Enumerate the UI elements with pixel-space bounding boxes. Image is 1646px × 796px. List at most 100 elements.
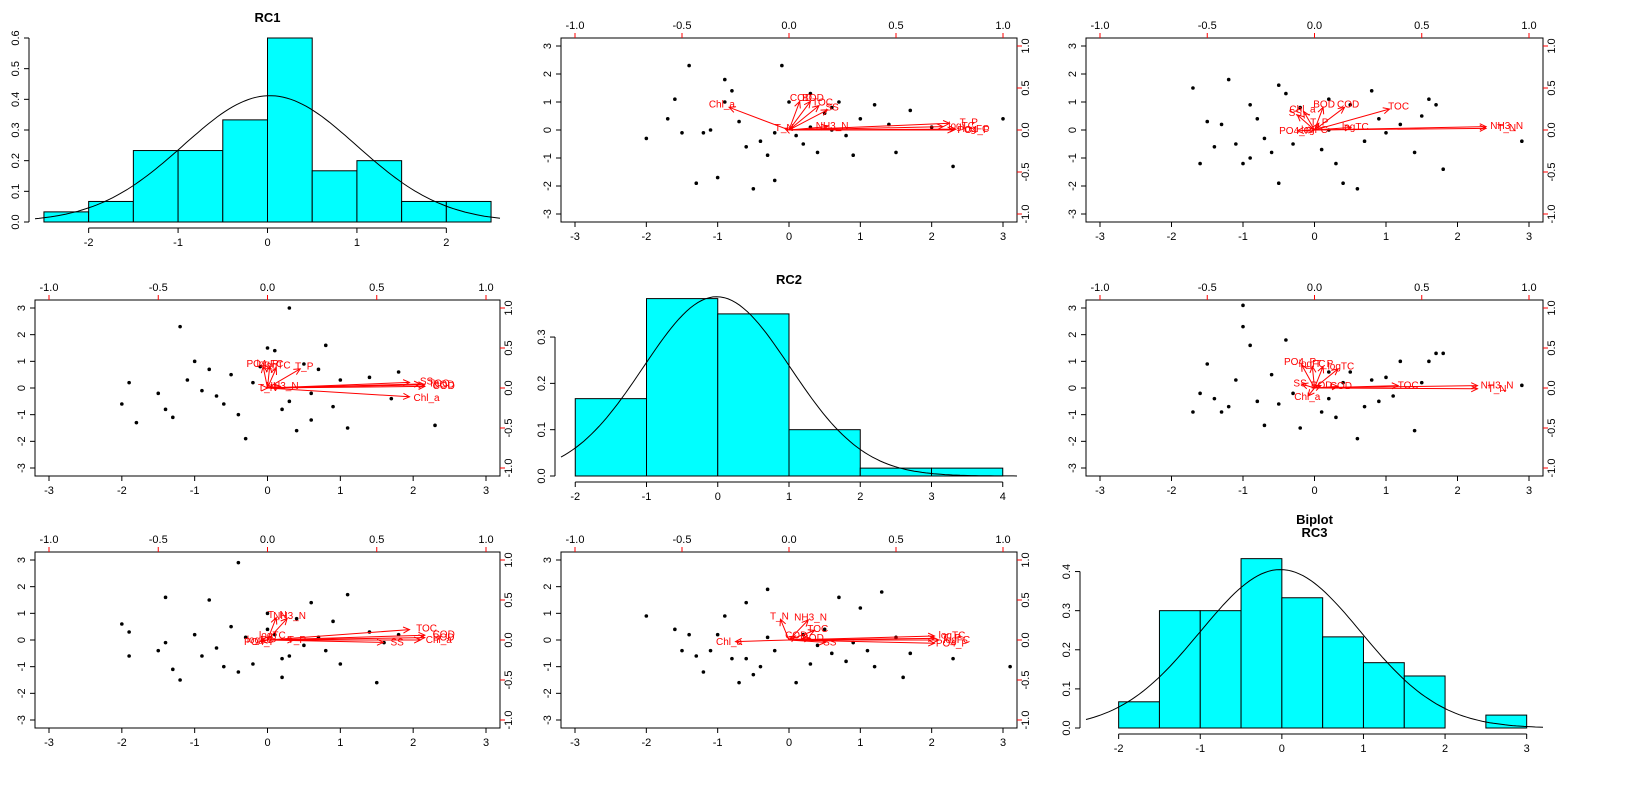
score-point: [214, 394, 219, 398]
y-tick-label: 0.1: [10, 184, 22, 199]
top-tick-label: 1.0: [995, 534, 1010, 546]
score-point: [1441, 351, 1445, 356]
loading-arrow: [1297, 114, 1315, 131]
arrowhead: [779, 618, 786, 627]
score-point: [171, 415, 175, 420]
loading-label: Chl_a: [1289, 104, 1316, 115]
right-tick-label: -0.5: [1020, 671, 1032, 690]
score-point: [1191, 410, 1195, 414]
score-point: [1355, 436, 1360, 441]
score-point: [1441, 167, 1445, 171]
right-tick-label: -1.0: [503, 459, 515, 478]
right-tick-label: -0.5: [1020, 163, 1032, 182]
arrowhead: [1331, 383, 1340, 391]
score-point: [1262, 423, 1267, 428]
score-point: [737, 119, 741, 124]
y-tick-label: 0.1: [536, 422, 548, 437]
top-tick-label: -1.0: [40, 534, 59, 546]
x-tick-label: -2: [641, 737, 651, 749]
score-point: [1398, 122, 1403, 127]
score-point: [737, 680, 741, 685]
top-tick-label: -1.0: [1091, 20, 1110, 32]
y-tick-label: -2: [542, 181, 554, 191]
loading-label: COD: [433, 381, 455, 392]
loading-label: SS: [823, 638, 837, 649]
histogram-bar: [717, 313, 790, 477]
score-point: [1341, 380, 1345, 385]
arrowhead: [1300, 382, 1309, 390]
score-point: [858, 606, 863, 610]
top-tick-label: 1.0: [1521, 20, 1536, 32]
score-point: [730, 89, 734, 93]
x-tick-label: -1: [1238, 231, 1248, 243]
top-tick-label: -1.0: [40, 282, 59, 294]
arrowhead: [1382, 107, 1391, 115]
score-point: [1298, 105, 1302, 110]
arrowhead: [1307, 389, 1315, 397]
loading-label: PO4_P: [244, 637, 277, 648]
x-tick-label: -2: [84, 237, 94, 249]
score-point: [1255, 399, 1260, 404]
score-point: [316, 367, 321, 372]
y-tick-label: 3: [16, 305, 28, 311]
score-point: [830, 651, 834, 656]
loading-arrow: [1301, 383, 1315, 389]
score-point: [1327, 370, 1331, 374]
y-tick-label: 0.2: [10, 153, 22, 168]
score-point: [1226, 404, 1231, 409]
score-point: [1284, 91, 1288, 96]
x-tick-label: -2: [570, 491, 580, 503]
y-tick-label: 0: [16, 385, 28, 391]
y-tick-label: 0.4: [1061, 564, 1073, 579]
right-tick-label: 0.5: [1546, 340, 1558, 355]
x-tick-label: 2: [857, 491, 863, 503]
x-tick-label: 2: [929, 737, 935, 749]
loading-label: logFC: [943, 635, 970, 646]
score-point: [1384, 131, 1388, 135]
arrowhead: [1337, 106, 1346, 114]
loading-arrow: [788, 639, 935, 644]
score-point: [171, 667, 175, 672]
arrowhead: [1331, 368, 1339, 376]
score-point: [844, 133, 848, 138]
score-point: [396, 370, 401, 374]
loading-label: COD: [1330, 381, 1352, 392]
x-tick-label: 0: [1311, 231, 1317, 243]
loading-label: BOD: [1313, 100, 1335, 111]
arrowhead: [807, 629, 816, 636]
arrowhead: [413, 636, 422, 644]
x-tick-label: 2: [410, 485, 416, 497]
x-tick-label: -2: [1114, 743, 1124, 755]
score-point: [1205, 362, 1210, 366]
score-point: [1355, 187, 1360, 191]
score-point: [294, 428, 299, 433]
score-point: [1419, 380, 1424, 385]
score-point: [258, 364, 263, 369]
x-tick-label: -1: [1195, 743, 1205, 755]
score-point: [1334, 415, 1338, 420]
loading-arrow: [1314, 127, 1487, 131]
score-point: [758, 664, 763, 669]
y-tick-label: -3: [1067, 463, 1079, 473]
loading-label: BOD: [433, 379, 455, 390]
loading-label: NH3_N: [1490, 121, 1523, 132]
top-tick-label: 1.0: [478, 282, 493, 294]
y-tick-label: -3: [1067, 209, 1079, 219]
histogram-bar: [222, 119, 269, 223]
y-tick-label: 1: [1067, 99, 1079, 105]
score-point: [1269, 150, 1274, 155]
score-point: [302, 643, 306, 648]
score-point: [673, 97, 677, 101]
loading-label: COD: [1337, 100, 1359, 111]
y-tick-label: -3: [16, 463, 28, 473]
top-tick-label: -0.5: [1198, 282, 1217, 294]
score-point: [872, 103, 877, 107]
top-tick-label: 0.0: [260, 534, 275, 546]
x-tick-label: 1: [337, 737, 343, 749]
score-point: [294, 616, 299, 621]
x-tick-label: 3: [1000, 231, 1006, 243]
score-point: [1362, 139, 1367, 143]
loading-arrow: [1301, 364, 1315, 389]
score-point: [323, 343, 328, 348]
y-tick-label: 3: [1067, 305, 1079, 311]
